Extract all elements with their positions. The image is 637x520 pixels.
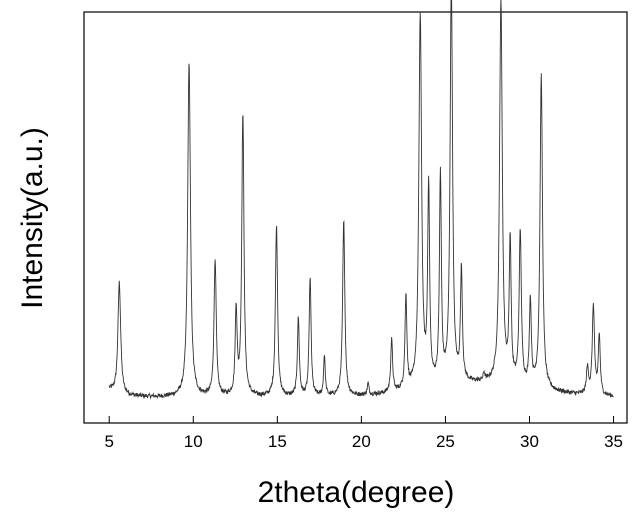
x-tick-label: 35	[604, 432, 623, 451]
x-tick-label: 15	[268, 432, 287, 451]
y-axis-label: Intensity(a.u.)	[16, 127, 49, 309]
x-tick-labels: 5 10 15 20 25 30 35	[104, 432, 623, 451]
series-line	[108, 0, 614, 400]
x-tick-label: 5	[104, 432, 113, 451]
x-tick-label: 30	[520, 432, 539, 451]
x-tick-label: 10	[184, 432, 203, 451]
x-tick-label: 25	[436, 432, 455, 451]
x-tick-label: 20	[352, 432, 371, 451]
x-axis-label: 2theta(degree)	[258, 476, 455, 509]
plot-frame	[83, 11, 628, 424]
x-ticks	[108, 416, 615, 423]
